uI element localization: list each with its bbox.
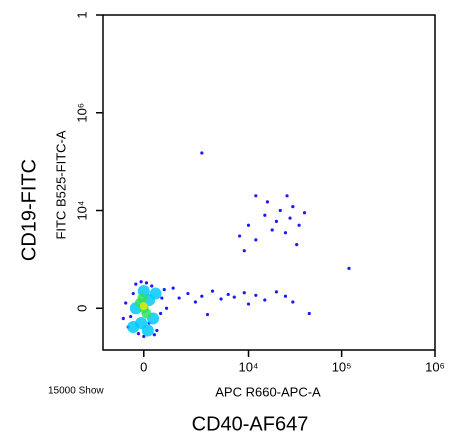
point (263, 213, 267, 217)
point (283, 231, 288, 235)
point (263, 298, 267, 302)
point (131, 291, 135, 296)
point (246, 223, 251, 227)
point (210, 289, 215, 293)
point (121, 316, 125, 321)
point (159, 311, 163, 316)
point (242, 291, 246, 295)
point (142, 334, 146, 339)
x-title: CD40-AF647 (192, 413, 309, 435)
y-tick-label: 10⁶ (74, 103, 89, 123)
point (186, 291, 190, 296)
point (295, 243, 299, 247)
point (177, 296, 181, 300)
point (139, 280, 143, 284)
point (155, 328, 159, 333)
point (291, 300, 295, 304)
plot-frame (102, 14, 436, 351)
point (285, 194, 289, 198)
point (150, 284, 154, 288)
point (160, 296, 164, 300)
point (246, 302, 251, 306)
y-tick-label: 10⁴ (74, 200, 89, 220)
point (274, 219, 279, 223)
x-tick-label: 10⁴ (238, 359, 258, 374)
y-tick-label: 1 (74, 11, 89, 18)
point (237, 234, 242, 238)
point (283, 294, 288, 298)
x-label: APC R660-APC-A (215, 384, 321, 399)
point (205, 312, 210, 317)
point (134, 282, 138, 286)
point (129, 314, 133, 319)
note: 15000 Show (48, 386, 104, 397)
point (149, 287, 162, 300)
point (297, 223, 301, 227)
point (265, 200, 270, 204)
point (124, 301, 128, 305)
point (226, 292, 230, 297)
x-tick-label: 10⁶ (425, 359, 445, 374)
y-tick-label: 0 (74, 305, 89, 312)
point (232, 295, 236, 299)
point (254, 293, 258, 297)
point (193, 300, 197, 304)
point (219, 297, 223, 301)
point (152, 333, 156, 337)
point (278, 208, 282, 213)
point (162, 287, 166, 292)
point (254, 238, 258, 242)
x-tick-label: 10⁵ (332, 359, 352, 374)
point (291, 205, 295, 209)
point (302, 211, 307, 215)
point (242, 249, 246, 253)
point (288, 216, 292, 220)
point (200, 151, 204, 155)
point (164, 306, 169, 310)
x-tick-label: 0 (140, 359, 147, 374)
point (136, 332, 141, 336)
y-title: CD19-FITC (18, 159, 40, 261)
point (171, 286, 175, 290)
point (347, 266, 351, 270)
point (270, 228, 274, 232)
point (137, 293, 148, 304)
point (139, 302, 148, 311)
point (141, 324, 154, 337)
point (144, 281, 149, 285)
point (200, 294, 204, 298)
y-label: FITC B525-FITC-A (53, 130, 68, 239)
point (274, 290, 279, 294)
point (307, 311, 311, 316)
point (254, 194, 258, 198)
point (127, 320, 140, 333)
